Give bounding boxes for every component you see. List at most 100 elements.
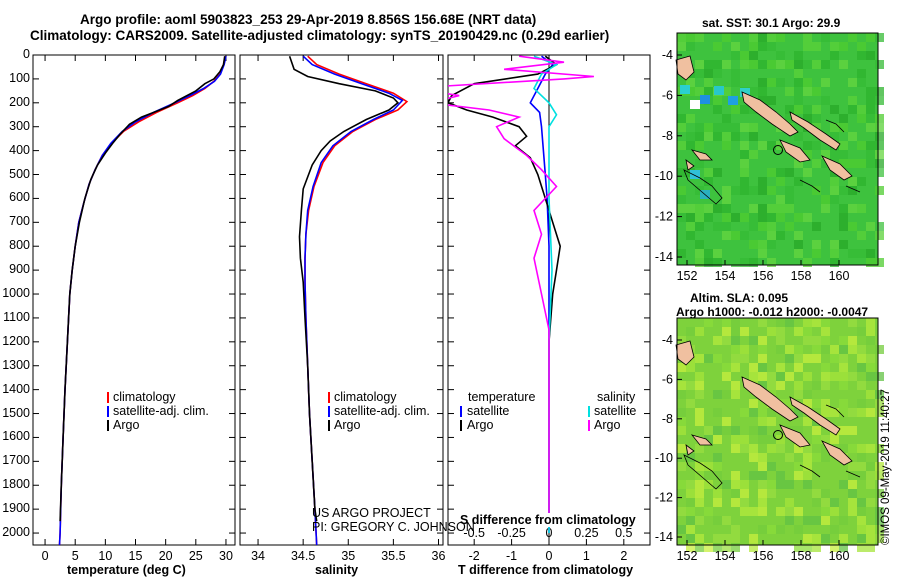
- island-shape: [685, 444, 695, 456]
- sst-map-cell: [776, 60, 785, 69]
- sla-map-cell: [758, 336, 767, 345]
- sla-map-cell: [749, 507, 758, 516]
- sla-map-cell: [803, 318, 812, 327]
- argo-location-marker: [773, 145, 783, 155]
- sla-map-cell: [749, 363, 758, 372]
- depth-tick-label: 2000: [2, 525, 30, 540]
- sla-map-cell: [857, 543, 866, 552]
- sst-map-cell: [848, 222, 857, 231]
- sst-map-cell: [758, 186, 767, 195]
- sst-map-cell: [821, 60, 830, 69]
- depth-tick-label: 1900: [2, 501, 30, 516]
- sst-map-cell: [812, 42, 821, 51]
- sst-map-cell: [695, 159, 704, 168]
- sst-map-cell: [758, 213, 767, 222]
- sst-map-cell: [704, 123, 713, 132]
- sla-map-cell: [740, 498, 749, 507]
- sla-map-cell: [794, 327, 803, 336]
- sst-map-cell: [767, 132, 776, 141]
- sst-map-cell: [830, 42, 839, 51]
- sla-map-cell: [812, 336, 821, 345]
- sst-map-cell: [848, 96, 857, 105]
- sla-map-cell: [767, 444, 776, 453]
- sla-map-cell: [740, 507, 749, 516]
- sst-map-cell: [731, 51, 740, 60]
- sla-map-cell: [866, 372, 875, 381]
- sla-map-cell: [857, 345, 866, 354]
- sst-map-cell: [830, 195, 839, 204]
- sst-map-cell: [857, 177, 866, 186]
- sla-map-cell: [749, 408, 758, 417]
- sst-map-cell: [686, 132, 695, 141]
- sla-map-cell: [713, 354, 722, 363]
- sst-map-cell: [704, 258, 713, 267]
- sla-map-cell: [686, 498, 695, 507]
- sst-map-cell: [731, 195, 740, 204]
- sst-map-cell: [722, 114, 731, 123]
- sla-map-cell: [776, 507, 785, 516]
- sla-map-frame: [676, 317, 879, 546]
- island-shape: [789, 396, 841, 436]
- sla-map-cell: [848, 462, 857, 471]
- sla-map-cell: [866, 354, 875, 363]
- sst-map-cell: [677, 186, 686, 195]
- sla-map-cell: [821, 435, 830, 444]
- sst-map-cell: [866, 51, 875, 60]
- map-bottom-title-1: Altim. SLA: 0.095: [690, 291, 789, 305]
- sla-map-cell: [785, 480, 794, 489]
- series-line: [58, 56, 227, 545]
- sla-map-cell: [848, 336, 857, 345]
- map-y-tick-label: -10: [655, 451, 673, 465]
- sla-map-cell: [695, 498, 704, 507]
- sst-map-cell: [839, 150, 848, 159]
- sla-map-cell: [695, 417, 704, 426]
- sst-map-cell: [677, 213, 686, 222]
- sla-map-cell: [839, 372, 848, 381]
- sla-map-cell: [875, 462, 884, 471]
- sst-map-cell: [713, 249, 722, 258]
- sla-map-cell: [677, 507, 686, 516]
- sla-map-cell: [785, 453, 794, 462]
- x-tick-label: 35.5: [381, 549, 405, 563]
- map-y-tick-label: -12: [655, 210, 673, 224]
- legend-label: satellite: [467, 404, 510, 418]
- depth-tick-label: 1800: [2, 477, 30, 492]
- sla-map-cell: [821, 489, 830, 498]
- sst-map-cell: [794, 249, 803, 258]
- sla-map-cell: [848, 408, 857, 417]
- sst-map-cell: [677, 249, 686, 258]
- sst-map-cell: [839, 159, 848, 168]
- legend-label: Argo: [594, 418, 621, 432]
- sla-map-cell: [821, 318, 830, 327]
- reef-outline: [845, 185, 861, 193]
- sst-map-cell: [767, 51, 776, 60]
- sla-map-cell: [758, 435, 767, 444]
- sst-map-cell: [848, 177, 857, 186]
- sla-map-cell: [740, 345, 749, 354]
- depth-tick-label: 700: [9, 214, 30, 229]
- sla-map-cell: [722, 534, 731, 543]
- sst-map-cell: [677, 123, 686, 132]
- sla-map-cell: [830, 525, 839, 534]
- sla-map-cell: [749, 534, 758, 543]
- sla-map-cell: [857, 363, 866, 372]
- map-y-tick-label: -6: [662, 88, 673, 102]
- sst-map-cell: [857, 159, 866, 168]
- legend-swatch: [328, 392, 330, 403]
- sst-map-cell: [839, 60, 848, 69]
- sla-map-cell: [713, 462, 722, 471]
- sst-map-cell: [686, 114, 695, 123]
- sst-map-cell: [767, 96, 776, 105]
- sst-map-cell: [812, 186, 821, 195]
- sla-map-cell: [758, 498, 767, 507]
- sla-map-cell: [686, 327, 695, 336]
- sst-map-cell: [857, 114, 866, 123]
- sla-map-cell: [812, 516, 821, 525]
- x-tick-label: 5: [72, 549, 79, 563]
- sst-map-cell: [686, 231, 695, 240]
- sla-map-cell: [794, 381, 803, 390]
- sst-map-cell: [749, 87, 758, 96]
- sst-map-cell: [821, 159, 830, 168]
- sla-map-cell: [794, 507, 803, 516]
- sla-map-cell: [821, 372, 830, 381]
